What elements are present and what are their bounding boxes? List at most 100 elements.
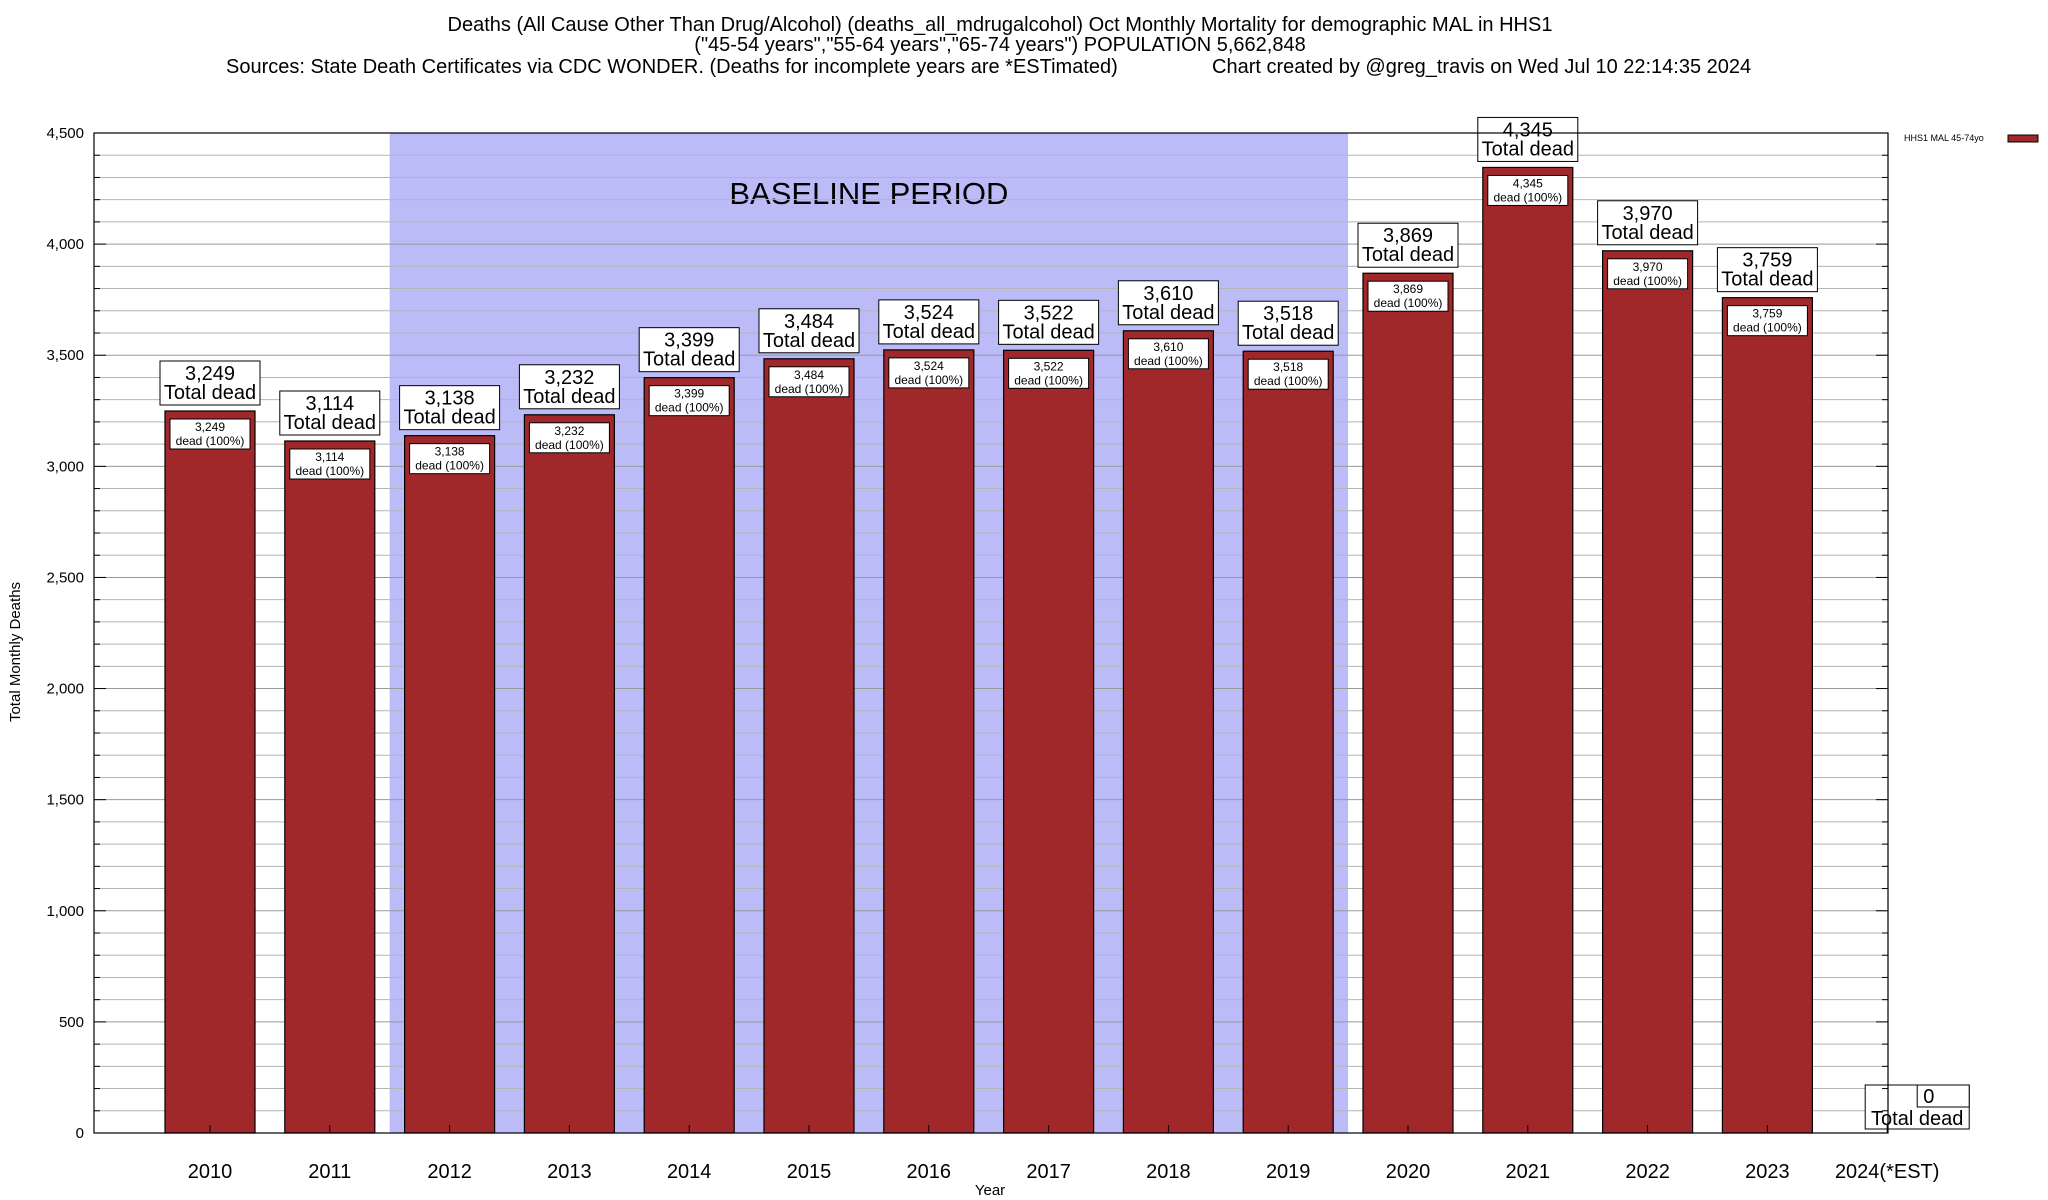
bar-total-value-label: 3,610 <box>1143 283 1193 305</box>
bar-total-value-label: 3,524 <box>904 302 954 324</box>
bar-inner-suffix-label: dead (100%) <box>1014 373 1083 387</box>
bar-total-value-label: 3,484 <box>784 311 834 333</box>
bar-total-label-box <box>638 327 740 373</box>
bar-inner-value-label: 3,610 <box>1153 340 1183 354</box>
x-tick-label: 2023 <box>1745 1161 1790 1183</box>
bar-total-suffix-label: Total dead <box>403 407 495 429</box>
bar-inner-value-label: 3,518 <box>1273 360 1303 374</box>
y-tick-label: 1,000 <box>46 903 84 920</box>
bar-total-value-label: 3,399 <box>664 330 714 352</box>
bar-total-value-label: 3,138 <box>425 388 475 410</box>
baseline-band-label: BASELINE PERIOD <box>729 176 1008 211</box>
bar <box>763 358 855 1134</box>
bar-total-value-label: 3,759 <box>1742 250 1792 272</box>
bar-inner-label-box <box>1008 357 1090 389</box>
bar <box>643 377 735 1134</box>
bar-inner-suffix-label: dead (100%) <box>894 373 963 387</box>
bar-inner-label-box <box>409 443 491 475</box>
bar-inner-value-label: 3,232 <box>554 424 584 438</box>
bar-total-value-label: 3,114 <box>306 393 355 415</box>
grid-layer <box>94 154 1888 1112</box>
bar <box>523 414 616 1134</box>
bar-inner-suffix-label: dead (100%) <box>1733 321 1802 335</box>
bar-total-label-box <box>159 360 261 406</box>
bar-total-label-box <box>399 385 501 431</box>
x-tick-label: 2018 <box>1146 1161 1191 1183</box>
bar-inner-value-label: 3,759 <box>1752 307 1782 321</box>
bar-total-label-box <box>518 364 620 410</box>
bar-total-suffix-label: Total dead <box>1122 302 1214 324</box>
bar-inner-suffix-label: dead (100%) <box>1134 354 1203 368</box>
bar-total-suffix-label: Total dead <box>1721 269 1813 291</box>
bar-inner-label-box <box>768 366 850 398</box>
chart-title-line-3: Sources: State Death Certificates via CD… <box>226 56 1118 78</box>
bar-total-value-label: 3,522 <box>1024 302 1074 324</box>
bar-total-label-box <box>1477 116 1579 162</box>
bar-total-value-box <box>1916 1084 1970 1108</box>
bar-total-value-label: 3,518 <box>1263 303 1313 325</box>
bar-inner-label-box <box>1726 305 1808 337</box>
bar-inner-value-label: 3,869 <box>1393 282 1423 296</box>
y-tick-label: 0 <box>76 1125 84 1142</box>
bar <box>1721 297 1814 1134</box>
bar-inner-suffix-label: dead (100%) <box>295 464 364 478</box>
y-tick-label: 4,000 <box>46 236 84 253</box>
bar-total-suffix-label: Total dead <box>284 412 376 434</box>
bar-inner-label-box <box>648 385 730 417</box>
bar-inner-suffix-label: dead (100%) <box>1254 374 1323 388</box>
bar-total-suffix-label: Total dead <box>164 382 256 404</box>
x-tick-label: 2015 <box>787 1161 832 1183</box>
bar-total-suffix-label: Total dead <box>1871 1108 1963 1130</box>
chart-title-line-2: ("45-54 years","55-64 years","65-74 year… <box>694 34 1305 56</box>
bar-total-value-label: 3,970 <box>1623 203 1673 225</box>
bar-total-label-box <box>758 308 860 354</box>
x-tick-label: 2021 <box>1506 1161 1551 1183</box>
bar-inner-suffix-label: dead (100%) <box>535 438 604 452</box>
bar-inner-suffix-label: dead (100%) <box>1374 296 1443 310</box>
bar-total-value-label: 0 <box>1923 1086 1934 1108</box>
bar-inner-label-box <box>289 448 371 480</box>
y-tick-label: 2,500 <box>46 569 84 586</box>
chart-credit: Chart created by @greg_travis on Wed Jul… <box>1212 56 1751 78</box>
bar-total-label-box <box>1597 200 1699 246</box>
bar <box>1482 166 1574 1134</box>
bar-total-suffix-label: Total dead <box>1362 244 1454 266</box>
bar-total-value-label: 4,345 <box>1503 119 1553 141</box>
bar <box>1242 350 1334 1134</box>
bar <box>1601 250 1694 1134</box>
bar <box>1122 330 1215 1134</box>
bar-inner-value-label: 3,114 <box>315 450 344 464</box>
bar-total-label-box <box>279 390 381 436</box>
y-tick-label: 2,000 <box>46 681 84 698</box>
chart-title-block: Deaths (All Cause Other Than Drug/Alcoho… <box>226 14 1751 78</box>
x-tick-label: 2010 <box>188 1161 233 1183</box>
bar-inner-label-box <box>1487 174 1569 206</box>
x-tick-label: 2022 <box>1625 1161 1670 1183</box>
bar-inner-value-label: 3,970 <box>1633 260 1663 274</box>
bar-total-suffix-label: Total dead <box>523 386 615 408</box>
bar-total-value-label: 3,249 <box>185 363 235 385</box>
bar-total-suffix-label: Total dead <box>1002 321 1094 343</box>
legend-swatch <box>2007 134 2039 143</box>
bar-inner-suffix-label: dead (100%) <box>1613 274 1682 288</box>
x-tick-label: 2013 <box>547 1161 592 1183</box>
bar-inner-suffix-label: dead (100%) <box>655 401 724 415</box>
bar-total-label-box <box>1117 280 1219 326</box>
bar-total-suffix-label: Total dead <box>1601 222 1693 244</box>
bar-total-label-box <box>1237 300 1339 346</box>
legend: HHS1 MAL 45-74yo <box>1904 133 2039 143</box>
bar-inner-label-box <box>1247 358 1329 390</box>
axis-layer: 0 500 1,000 1,500 2,000 2,500 3,000 3,500 4,000 4… <box>46 125 1939 1183</box>
x-tick-label: 2020 <box>1386 1161 1431 1183</box>
bar <box>284 440 376 1134</box>
bar-total-label-box <box>1357 222 1459 268</box>
bar-total-label-box <box>1716 247 1818 293</box>
y-tick-label: 3,000 <box>46 458 84 475</box>
bar-total-suffix-label: Total dead <box>763 330 855 352</box>
x-tick-label: 2016 <box>907 1161 952 1183</box>
bar-inner-suffix-label: dead (100%) <box>775 382 844 396</box>
y-tick-label: 500 <box>59 1014 84 1031</box>
x-tick-label: 2011 <box>308 1161 351 1183</box>
